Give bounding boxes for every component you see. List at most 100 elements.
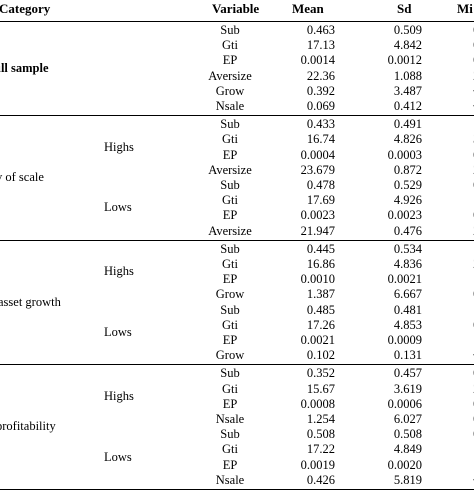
- group-label: Highs: [104, 264, 134, 279]
- table-row: Sub 0.445 0.534 0: [0, 242, 474, 257]
- cell-mean: 0.478: [306, 178, 335, 192]
- cell-min: 0: [435, 242, 474, 257]
- section-label: ull sample: [0, 60, 49, 75]
- section-label: profitability: [0, 419, 56, 434]
- cell-sd: 0.0009: [387, 333, 422, 347]
- group-label: Lows: [104, 449, 132, 464]
- cell-min: −0.0: [435, 473, 474, 488]
- section-divider: [0, 115, 474, 117]
- cell-mean: 0.0014: [300, 53, 335, 68]
- cell-sd: 0.0003: [387, 147, 422, 162]
- header-sd: Sd: [397, 1, 412, 16]
- cell-variable: Gti: [222, 193, 238, 208]
- header-category: Category: [0, 1, 51, 16]
- group-label: Lows: [104, 200, 132, 215]
- cell-sd: 0.529: [393, 178, 422, 192]
- cell-variable: Sub: [220, 241, 240, 256]
- cell-min: 0.00: [435, 397, 474, 412]
- cell-variable: Sub: [220, 302, 240, 317]
- table-row: Aversize 21.947 0.476 20.2: [0, 224, 474, 239]
- cell-sd: 0.508: [393, 427, 422, 442]
- cell-mean: 17.26: [306, 317, 335, 332]
- cell-mean: 0.102: [306, 348, 335, 363]
- cell-variable: Nsale: [215, 472, 245, 487]
- table-row: Nsale 0.069 0.412 −8.2: [0, 99, 474, 114]
- table-row: Nsale 1.254 6.027 0.62: [0, 412, 474, 427]
- table-row: Grow 0.392 3.487 −0.4: [0, 84, 474, 99]
- cell-min: 0.00: [435, 23, 474, 38]
- cell-variable: Nsale: [215, 412, 245, 426]
- cell-variable: Sub: [220, 117, 240, 132]
- cell-variable: EP: [222, 147, 238, 162]
- cell-variable: EP: [222, 272, 238, 287]
- group-label: Highs: [104, 388, 134, 403]
- cell-variable: Gti: [222, 442, 238, 457]
- cell-variable: Sub: [220, 427, 240, 442]
- table-row: Aversize 22.36 1.088 20.2: [0, 69, 474, 84]
- cell-variable: EP: [222, 333, 238, 347]
- cell-sd: 4.853: [393, 317, 422, 332]
- header-variable: Variable: [212, 1, 260, 16]
- cell-sd: 0.457: [393, 366, 422, 381]
- cell-mean: 15.67: [306, 381, 335, 396]
- cell-min: 0.23: [435, 287, 474, 302]
- cell-min: 3.45: [435, 132, 474, 147]
- cell-mean: 0.433: [306, 117, 335, 132]
- cell-sd: 0.481: [393, 302, 422, 317]
- cell-sd: 6.667: [393, 287, 422, 302]
- cell-mean: 17.13: [306, 38, 335, 53]
- table-row: Sub 0.433 0.491 0: [0, 117, 474, 132]
- cell-sd: 0.412: [393, 99, 422, 113]
- cell-variable: Grow: [215, 287, 245, 302]
- cell-min: 0: [435, 333, 474, 348]
- cell-min: 0: [435, 303, 474, 318]
- cell-min: 0: [435, 193, 474, 208]
- cell-mean: 0.352: [306, 366, 335, 381]
- cell-sd: 0.0023: [387, 208, 422, 223]
- cell-mean: 1.387: [306, 287, 335, 302]
- cell-variable: Sub: [220, 178, 240, 192]
- cell-variable: Gti: [222, 257, 238, 271]
- cell-sd: 1.088: [393, 68, 422, 83]
- cell-sd: 4.926: [393, 193, 422, 208]
- cell-variable: Gti: [222, 381, 238, 396]
- table-row: Gti 16.86 4.836 2.36: [0, 257, 474, 272]
- cell-sd: 0.0012: [387, 53, 422, 68]
- cell-mean: 0.0023: [300, 208, 335, 223]
- table-row: Sub 0.463 0.509 0.00: [0, 23, 474, 38]
- group-label: Highs: [104, 139, 134, 154]
- cell-mean: 0.392: [306, 83, 335, 98]
- table-row: Aversize 23.679 0.872 22.5: [0, 163, 474, 178]
- cell-mean: 0.463: [306, 23, 335, 37]
- cell-min: −0.1: [435, 348, 474, 363]
- cell-mean: 0.445: [306, 241, 335, 256]
- cell-mean: 0.0021: [300, 333, 335, 347]
- table-row: Sub 0.352 0.457 0.00: [0, 366, 474, 381]
- cell-variable: EP: [222, 396, 238, 411]
- table-row: EP 0.0021 0.0009 0: [0, 333, 474, 348]
- table-row: Sub 0.508 0.508 0.00: [0, 427, 474, 442]
- cell-min: 0.00: [435, 178, 474, 193]
- cell-mean: 17.69: [306, 193, 335, 208]
- section-divider: [0, 239, 474, 241]
- cell-sd: 0.0020: [387, 457, 422, 472]
- table-row: Gti 17.22 4.849 0: [0, 442, 474, 457]
- cell-variable: Sub: [220, 366, 240, 381]
- cell-sd: 4.836: [393, 257, 422, 271]
- cell-variable: EP: [222, 208, 238, 223]
- table-row: Grow 0.102 0.131 −0.1: [0, 348, 474, 363]
- cell-min: 0.00: [435, 208, 474, 223]
- cell-variable: EP: [222, 53, 238, 68]
- cell-min: 0.00: [435, 148, 474, 163]
- cell-sd: 5.819: [393, 472, 422, 487]
- table-header: Category Variable Mean Sd Mi: [0, 0, 474, 22]
- table-row: EP 0.0019 0.0020 0: [0, 458, 474, 473]
- cell-sd: 0.509: [393, 23, 422, 37]
- group-label: Lows: [104, 325, 132, 339]
- cell-min: 0.00: [435, 366, 474, 381]
- cell-min: 0: [435, 117, 474, 132]
- cell-min: 2.34: [435, 382, 474, 397]
- cell-variable: Gti: [222, 38, 238, 53]
- cell-mean: 22.36: [306, 68, 335, 83]
- cell-mean: 17.22: [306, 442, 335, 457]
